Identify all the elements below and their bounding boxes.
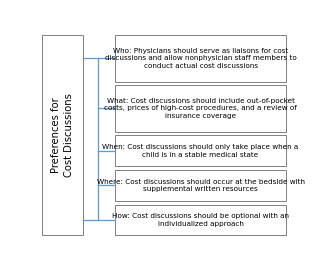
FancyBboxPatch shape bbox=[115, 170, 286, 201]
FancyBboxPatch shape bbox=[115, 35, 286, 81]
Text: Preferences for
Cost Discussions: Preferences for Cost Discussions bbox=[51, 94, 74, 177]
Text: How: Cost discussions should be optional with an
individualized approach: How: Cost discussions should be optional… bbox=[112, 213, 289, 227]
FancyBboxPatch shape bbox=[115, 204, 286, 235]
Text: When: Cost discussions should only take place when a
child is in a stable medica: When: Cost discussions should only take … bbox=[102, 144, 299, 158]
Text: Where: Cost discussions should occur at the bedside with
supplemental written re: Where: Cost discussions should occur at … bbox=[97, 178, 305, 192]
Text: Who: Physicians should serve as liaisons for cost
discussions and allow nonphysi: Who: Physicians should serve as liaisons… bbox=[105, 48, 296, 69]
FancyBboxPatch shape bbox=[42, 35, 83, 235]
FancyBboxPatch shape bbox=[115, 135, 286, 166]
Text: What: Cost discussions should include out-of-pocket
costs, prices of high-cost p: What: Cost discussions should include ou… bbox=[104, 98, 297, 119]
FancyBboxPatch shape bbox=[115, 85, 286, 132]
